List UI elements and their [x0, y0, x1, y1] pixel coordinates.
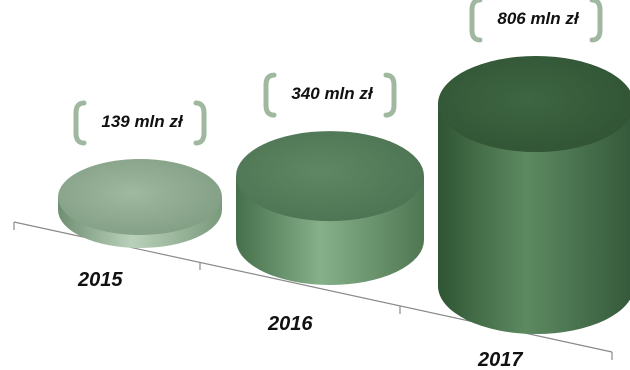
- data-label-text-2016: 340 mln zł: [291, 84, 374, 103]
- cylinder-bar-2015: [58, 159, 222, 248]
- data-label-text-2017: 806 mln zł: [497, 9, 580, 28]
- data-label-text-2015: 139 mln zł: [101, 112, 184, 131]
- data-label-2015: 139 mln zł: [73, 100, 207, 146]
- data-label-2016: 340 mln zł: [263, 72, 397, 118]
- cylinder-bar-2016: [236, 131, 424, 285]
- category-label-2015: 2015: [77, 269, 123, 291]
- category-label-2016: 2016: [267, 313, 313, 335]
- cylinder-bar-2017: [438, 56, 630, 334]
- category-label-2017: 2017: [477, 349, 523, 370]
- data-label-2017: 806 mln zł: [469, 0, 603, 43]
